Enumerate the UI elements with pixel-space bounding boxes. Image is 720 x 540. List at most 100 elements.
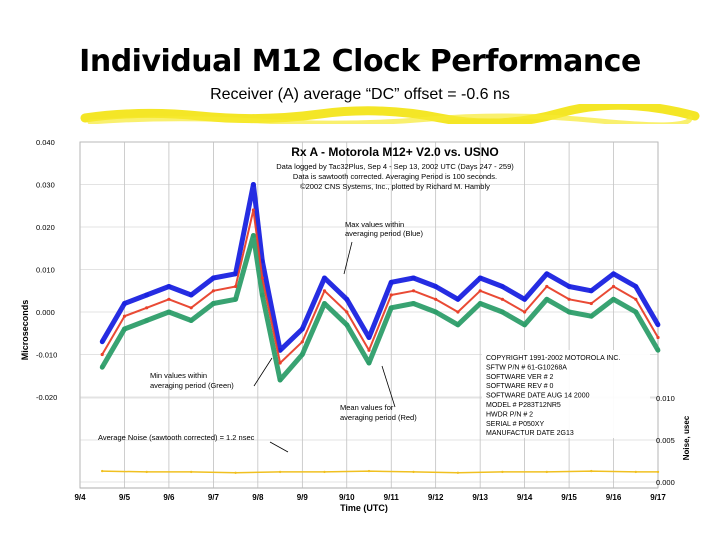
info-box-line: SOFTWARE DATE AUG 14 2000 [486,393,590,400]
data-point [522,322,527,328]
x-tick-label: 9/14 [517,493,533,502]
data-point [656,470,660,474]
y2-axis-ticks: 0.010 0.005 0.000 [656,394,675,487]
x-tick-label: 9/10 [339,493,355,502]
data-point [100,352,104,357]
data-point [433,309,439,315]
x-tick-label: 9/12 [428,493,444,502]
data-point [411,289,416,293]
data-point [251,233,256,238]
data-point [122,301,127,306]
data-point [211,289,215,293]
data-point [544,271,550,277]
annotation-mean: Mean values for averaging period (Red) [340,403,417,422]
data-point [544,296,550,302]
data-point [251,182,256,187]
x-axis-ticks: 9/4 9/5 9/6 9/7 9/8 9/9 9/10 9/11 9/12 9/13 9/14 9/… [74,493,666,502]
data-point [389,293,393,297]
data-point [299,326,305,332]
data-point [367,348,371,352]
data-point [589,301,593,306]
y-tick-label: -0.010 [36,351,57,360]
chart-subtitle-line: Data is sawtooth corrected. Averaging Pe… [293,172,497,181]
data-point [590,469,593,473]
info-box-line: SOFTWARE REV # 0 [486,383,554,390]
data-point [323,470,326,474]
data-point [189,306,193,310]
data-point [500,297,504,301]
y-tick-label: 0.000 [36,308,55,317]
annotation-arrow [343,241,353,275]
data-point [300,340,304,344]
chart-subtitle-line: Data logged by Tac32Plus, Sep 4 - Sep 13… [276,162,514,171]
highlight-stroke [80,104,700,128]
data-point [633,309,639,315]
annotation-arrow [269,441,289,453]
data-point [523,310,527,314]
data-point [366,335,372,340]
y2-tick-label: 0.010 [656,394,675,403]
data-point [166,309,172,315]
y-tick-label: 0.010 [36,266,55,275]
annotations: Max values within averaging period (Blue)… [98,220,423,453]
data-point [588,288,594,294]
data-point [500,309,505,315]
y-tick-label: 0.040 [36,138,55,147]
data-point [501,470,504,474]
series-group [99,182,661,474]
data-point [411,301,416,306]
chart-subtitle-line: ©2002 CNS Systems, Inc., plotted by Rich… [300,182,490,191]
data-point [456,471,460,474]
data-point [99,339,105,345]
x-tick-label: 9/17 [650,493,666,502]
data-point [233,271,239,277]
x-tick-label: 9/8 [252,493,264,502]
info-box-line: HWDR P/N # 2 [486,411,533,418]
y-axis-label: Microseconds [20,300,30,361]
y2-tick-label: 0.000 [656,478,675,487]
chart: 0.040 0.030 0.020 0.010 0.000 -0.010 -0.020 0.… [0,124,720,540]
data-point [522,296,527,302]
data-point [545,470,548,474]
x-tick-label: 9/9 [297,493,309,502]
chart-subtitle: Data logged by Tac32Plus, Sep 4 - Sep 13… [276,162,514,191]
grid [79,141,659,489]
x-tick-label: 9/5 [119,493,131,502]
data-point [656,335,660,340]
data-point [144,318,150,323]
data-point [259,292,265,298]
receiver-info-box: COPYRIGHT 1991-2002 MOTOROLA INC. SFTW P/… [482,350,650,438]
info-box-line: SERIAL # P050XY [486,421,544,428]
slide-subtitle: Receiver (A) average “DC” offset = -0.6 … [210,86,510,103]
info-box-line: SFTW P/N # 61-G10268A [486,364,567,371]
annotation-max: Max values within averaging period (Blue) [345,220,423,238]
data-point [188,318,194,323]
data-point [611,296,616,302]
data-point [588,313,594,319]
data-point [411,275,416,281]
data-point [633,284,639,289]
data-point [434,297,438,301]
y-tick-label: 0.030 [36,181,55,190]
data-point [167,297,171,301]
info-box-line: COPYRIGHT 1991-2002 MOTOROLA INC. [486,355,620,362]
data-point [388,305,394,311]
data-point [477,275,483,281]
info-box-line: MODEL # P283T12NR5 [486,402,561,409]
data-point [145,306,149,310]
data-point [477,301,483,306]
data-point [322,275,327,281]
data-point [367,469,371,473]
y-axis-ticks: 0.040 0.030 0.020 0.010 0.000 -0.010 -0.020 [36,138,57,402]
data-point [412,470,415,474]
data-point [234,471,237,474]
data-point [234,284,238,289]
data-point [99,364,105,370]
chart-title: Rx A - Motorola M12+ V2.0 vs. USNO [291,145,499,159]
x-tick-label: 9/16 [606,493,622,502]
y-tick-label: 0.020 [36,223,55,232]
data-point [655,347,661,353]
x-axis-label: Time (UTC) [340,503,388,513]
data-point [456,310,460,314]
info-box-background [482,350,650,438]
